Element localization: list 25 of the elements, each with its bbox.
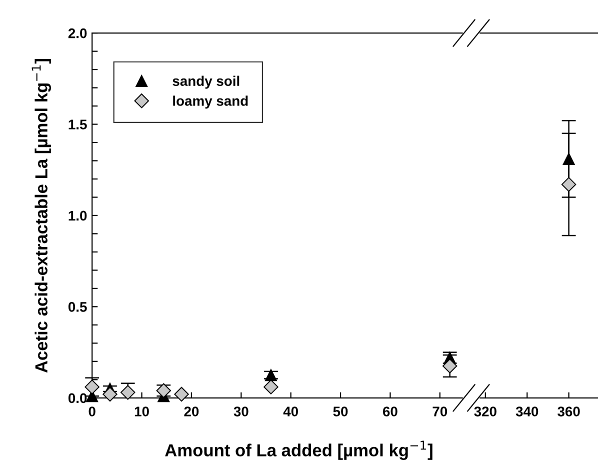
point bbox=[174, 386, 189, 402]
x-tick-label: 0 bbox=[88, 406, 96, 416]
x-axis-title: Amount of La added [µmol kg$^{−1}$] bbox=[165, 440, 432, 460]
legend-label: sandy soil bbox=[172, 76, 240, 89]
point bbox=[120, 385, 136, 400]
point bbox=[442, 358, 458, 374]
point bbox=[264, 380, 278, 394]
x-tick-label: 50 bbox=[333, 406, 348, 416]
x-tick-label: 320 bbox=[474, 406, 496, 416]
x-tick-label: 60 bbox=[382, 406, 398, 416]
x-tick-label: 10 bbox=[134, 406, 149, 416]
legend-label: loamy sand bbox=[173, 96, 248, 109]
y-tick-label: 2.0 bbox=[68, 28, 87, 38]
x-tick-label: 40 bbox=[283, 406, 298, 416]
y-tick-label: 0.0 bbox=[68, 393, 87, 404]
x-tick-label: 30 bbox=[234, 406, 248, 416]
x-tick-label: 70 bbox=[432, 406, 448, 416]
x-tick-label: 360 bbox=[558, 406, 580, 416]
y-tick-label: 1.5 bbox=[68, 120, 87, 130]
point bbox=[102, 386, 118, 402]
y-axis-title: Acetic acid-extractable La [µmol kg$^{−1}$] bbox=[32, 58, 51, 373]
x-tick-label: 20 bbox=[184, 406, 199, 416]
x-tick-label: 340 bbox=[516, 406, 538, 416]
y-tick-label: 0.5 bbox=[68, 302, 87, 312]
y-tick-label: 1.0 bbox=[68, 210, 87, 221]
